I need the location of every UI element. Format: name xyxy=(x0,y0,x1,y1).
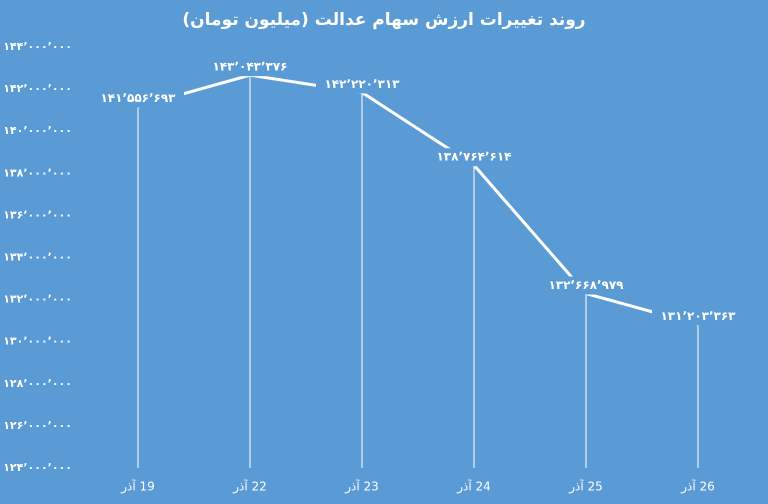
x-tick-label: 24 آذر xyxy=(456,479,491,495)
y-tick-label: ۱۳۸٬۰۰۰٬۰۰۰ xyxy=(3,166,72,179)
label-background xyxy=(92,89,184,108)
x-tick-label: 23 آذر xyxy=(344,479,379,495)
value-label: ۱۴۲٬۲۲۰٬۳۱۳ xyxy=(324,77,400,91)
label-background xyxy=(540,276,632,295)
x-tick-label: 25 آذر xyxy=(568,479,603,495)
value-label: ۱۴۱٬۵۵۶٬۶۹۳ xyxy=(100,91,176,105)
y-tick-label: ۱۳۴٬۰۰۰٬۰۰۰ xyxy=(3,251,72,264)
label-background xyxy=(316,75,408,94)
y-tick-label: ۱۳۶٬۰۰۰٬۰۰۰ xyxy=(3,208,72,221)
y-tick-label: ۱۲۸٬۰۰۰٬۰۰۰ xyxy=(3,377,72,390)
label-background xyxy=(652,307,744,326)
label-background xyxy=(204,58,296,77)
y-tick-label: ۱۴۰٬۰۰۰٬۰۰۰ xyxy=(3,124,72,137)
value-label: ۱۳۸٬۷۶۴٬۶۱۴ xyxy=(436,150,511,164)
x-tick-label: 19 آذر xyxy=(120,479,155,495)
value-label: ۱۳۱٬۲۰۳٬۳۶۳ xyxy=(660,309,736,323)
y-tick-label: ۱۲۶٬۰۰۰٬۰۰۰ xyxy=(3,419,72,432)
y-tick-label: ۱۴۴٬۰۰۰٬۰۰۰ xyxy=(3,40,72,53)
value-label: ۱۳۲٬۶۶۸٬۹۷۹ xyxy=(548,278,624,292)
y-tick-label: ۱۳۲٬۰۰۰٬۰۰۰ xyxy=(3,293,72,306)
label-background xyxy=(428,148,520,167)
y-tick-label: ۱۲۴٬۰۰۰٬۰۰۰ xyxy=(3,461,72,474)
value-label: ۱۴۳٬۰۴۳٬۳۷۶ xyxy=(212,60,287,74)
x-tick-label: 22 آذر xyxy=(232,479,267,495)
y-tick-label: ۱۳۰٬۰۰۰٬۰۰۰ xyxy=(3,335,72,348)
x-tick-label: 26 آذر xyxy=(680,479,715,495)
line xyxy=(137,73,699,326)
chart-title: روند تغییرات ارزش سهام عدالت (میلیون توم… xyxy=(182,10,585,30)
y-tick-label: ۱۴۲٬۰۰۰٬۰۰۰ xyxy=(3,82,72,95)
